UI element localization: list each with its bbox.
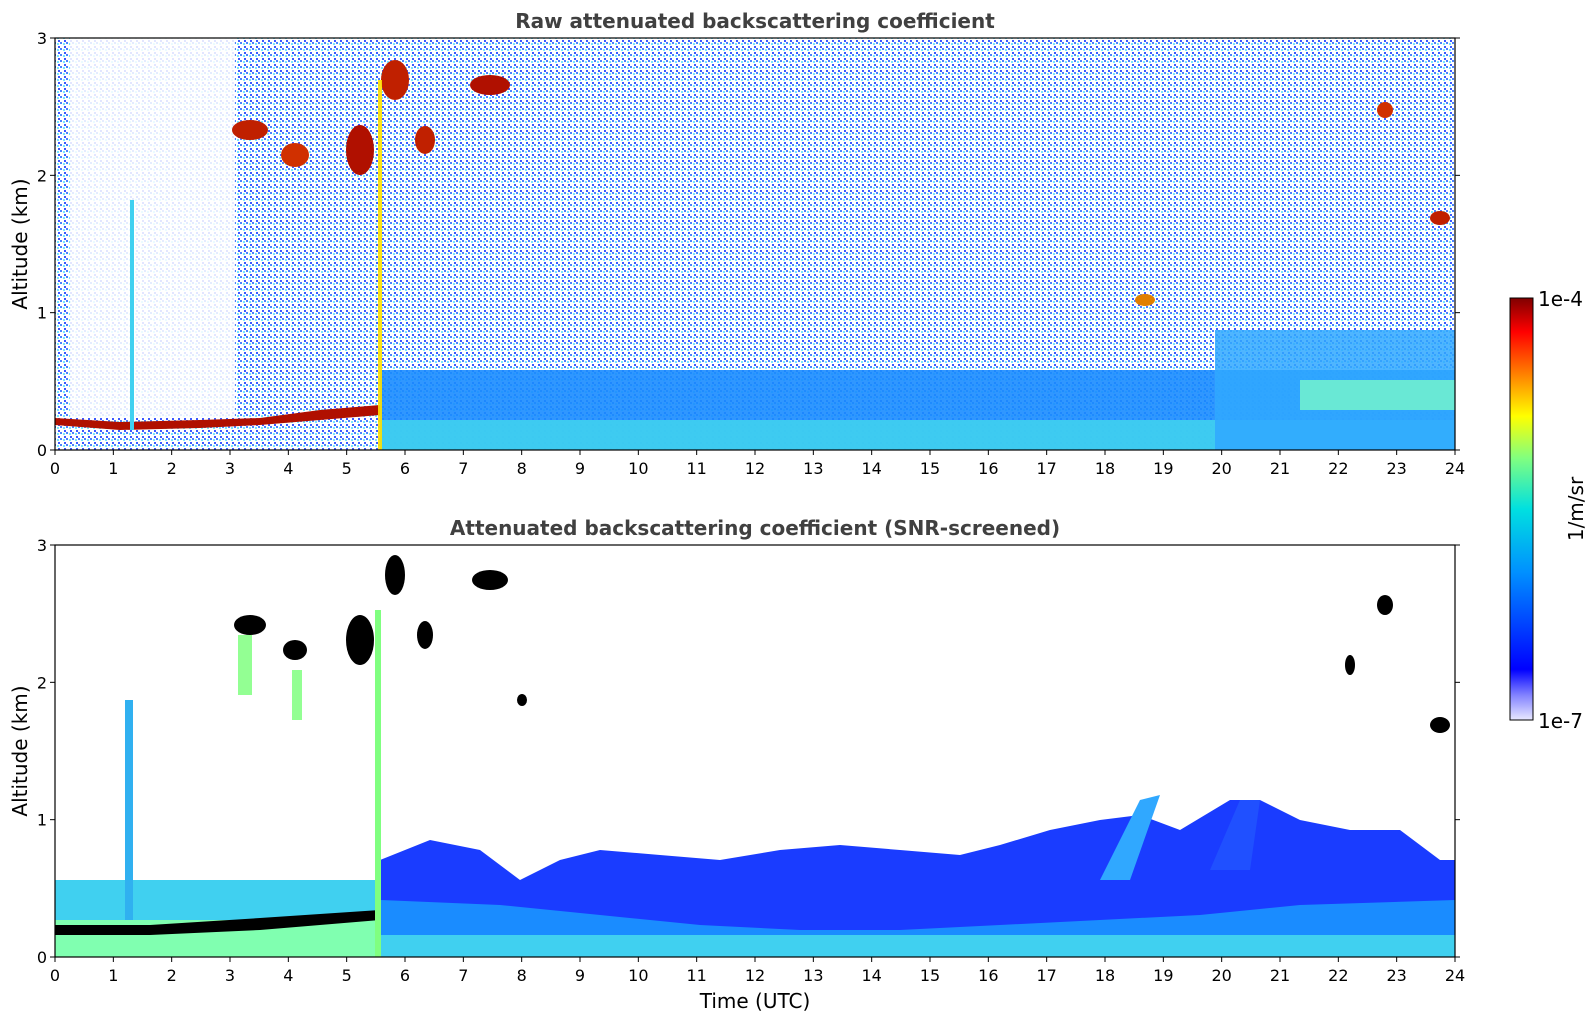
x-tick-label: 11 bbox=[686, 459, 706, 478]
x-tick-label: 13 bbox=[803, 459, 823, 478]
x-tick-label: 5 bbox=[342, 459, 352, 478]
x-tick-label: 4 bbox=[283, 459, 293, 478]
x-tick-label: 12 bbox=[745, 966, 765, 985]
x-tick-label: 9 bbox=[575, 459, 585, 478]
x-tick-label: 23 bbox=[1386, 966, 1406, 985]
x-tick-label: 7 bbox=[458, 459, 468, 478]
y-tick-label: 2 bbox=[37, 166, 47, 185]
panel-screened-x-ticks: 0 1 2 3 4 5 6 7 8 9 10 11 12 13 14 15 16 17 18 19 20 21 22 23 24 bbox=[50, 957, 1465, 985]
colorbar-min-label: 1e-7 bbox=[1538, 709, 1583, 733]
x-tick-label: 7 bbox=[458, 966, 468, 985]
x-tick-label: 5 bbox=[342, 966, 352, 985]
x-tick-label: 16 bbox=[978, 966, 998, 985]
panel-raw-title: Raw attenuated backscattering coefficien… bbox=[515, 9, 995, 33]
x-tick-label: 8 bbox=[517, 966, 527, 985]
x-tick-label: 11 bbox=[686, 966, 706, 985]
panel-raw: Raw attenuated backscattering coefficien… bbox=[8, 9, 1465, 478]
colorbar-gradient bbox=[1509, 297, 1534, 721]
colorbar-max-label: 1e-4 bbox=[1538, 287, 1583, 311]
x-tick-label: 15 bbox=[920, 459, 940, 478]
panel-raw-ylabel: Altitude (km) bbox=[8, 178, 32, 309]
x-tick-label: 9 bbox=[575, 966, 585, 985]
x-tick-label: 1 bbox=[108, 966, 118, 985]
x-tick-label: 21 bbox=[1270, 966, 1290, 985]
panel-raw-heatmap bbox=[55, 38, 1455, 450]
y-tick-label: 3 bbox=[37, 29, 47, 48]
x-tick-label: 13 bbox=[803, 966, 823, 985]
colorbar-unit-label: 1/m/sr bbox=[1564, 476, 1588, 541]
x-tick-label: 6 bbox=[400, 459, 410, 478]
x-tick-label: 6 bbox=[400, 966, 410, 985]
x-tick-label: 21 bbox=[1270, 459, 1290, 478]
x-tick-label: 15 bbox=[920, 966, 940, 985]
panel-screened-ylabel: Altitude (km) bbox=[8, 685, 32, 816]
x-tick-label: 24 bbox=[1445, 966, 1465, 985]
colorbar: 1e-4 1e-7 1/m/sr bbox=[1509, 287, 1588, 733]
x-tick-label: 19 bbox=[1153, 459, 1173, 478]
x-tick-label: 20 bbox=[1211, 459, 1231, 478]
x-tick-label: 0 bbox=[50, 459, 60, 478]
x-tick-label: 3 bbox=[225, 966, 235, 985]
panel-raw-y-ticks: 0 1 2 3 bbox=[37, 29, 1460, 460]
panel-screened-y-ticks: 0 1 2 3 bbox=[37, 536, 1460, 967]
x-tick-label: 18 bbox=[1095, 459, 1115, 478]
y-tick-label: 0 bbox=[37, 948, 47, 967]
panel-screened-title: Attenuated backscattering coefficient (S… bbox=[450, 516, 1060, 540]
y-tick-label: 1 bbox=[37, 811, 47, 830]
x-tick-label: 4 bbox=[283, 966, 293, 985]
x-tick-label: 20 bbox=[1211, 966, 1231, 985]
x-tick-label: 18 bbox=[1095, 966, 1115, 985]
x-tick-label: 23 bbox=[1386, 459, 1406, 478]
x-tick-label: 2 bbox=[167, 459, 177, 478]
panel-screened: Attenuated backscattering coefficient (S… bbox=[8, 516, 1465, 1013]
x-tick-label: 8 bbox=[517, 459, 527, 478]
x-tick-label: 16 bbox=[978, 459, 998, 478]
x-tick-label: 0 bbox=[50, 966, 60, 985]
y-tick-label: 0 bbox=[37, 441, 47, 460]
x-tick-label: 14 bbox=[861, 459, 881, 478]
x-tick-label: 14 bbox=[861, 966, 881, 985]
x-tick-label: 3 bbox=[225, 459, 235, 478]
y-tick-label: 3 bbox=[37, 536, 47, 555]
panel-raw-x-ticks: 0 1 2 3 4 5 6 7 8 9 10 11 12 13 14 15 16 17 18 19 20 21 22 23 24 bbox=[50, 450, 1465, 478]
x-tick-label: 1 bbox=[108, 459, 118, 478]
y-tick-label: 1 bbox=[37, 304, 47, 323]
y-tick-label: 2 bbox=[37, 673, 47, 692]
x-tick-label: 19 bbox=[1153, 966, 1173, 985]
x-tick-label: 22 bbox=[1328, 966, 1348, 985]
x-tick-label: 17 bbox=[1036, 459, 1056, 478]
panel-screened-heatmap bbox=[55, 545, 1455, 957]
panel-screened-xlabel: Time (UTC) bbox=[699, 989, 811, 1013]
x-tick-label: 12 bbox=[745, 459, 765, 478]
x-tick-label: 10 bbox=[628, 459, 648, 478]
x-tick-label: 22 bbox=[1328, 459, 1348, 478]
x-tick-label: 17 bbox=[1036, 966, 1056, 985]
x-tick-label: 24 bbox=[1445, 459, 1465, 478]
x-tick-label: 10 bbox=[628, 966, 648, 985]
x-tick-label: 2 bbox=[167, 966, 177, 985]
